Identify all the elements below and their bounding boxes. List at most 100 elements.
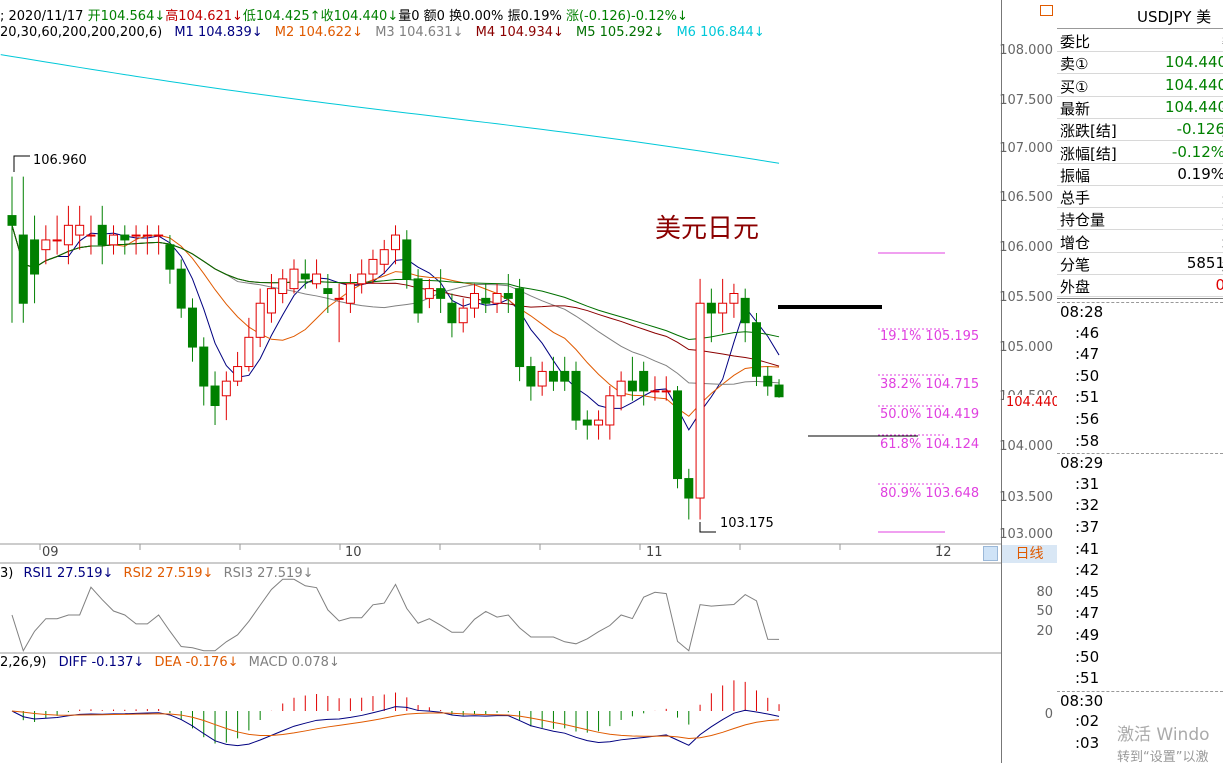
ma-m6-line [0,54,780,164]
fib-label-80: 80.9% 103.648 [880,486,980,501]
quote-right-label: 均 [1222,232,1223,253]
y-tick: 105.000 [999,340,1053,355]
candle [30,215,40,304]
quote-key: 分笔 [1060,256,1091,274]
quote-right-label: 开 [1222,98,1223,119]
tick-minute: :51 [1075,388,1100,407]
candle [548,356,558,391]
tick-minute: :02 [1075,712,1100,731]
candle-body [379,249,389,265]
candles-group [7,176,784,520]
candle-body [221,380,231,397]
fib-label-38: 38.2% 104.715 [880,377,980,392]
candle-body [75,224,85,236]
candle-body [650,390,660,393]
moving-average-lines [0,54,780,431]
rsi-level: 50 [1036,604,1053,619]
candle [210,371,220,425]
candle [233,351,243,387]
y-tick: 108.000 [999,43,1053,58]
info-change: 涨(-0.126)-0.12%↓ [565,9,688,24]
tick-row: :49 [1057,626,1223,648]
candle [165,235,175,284]
tick-row: 08:29 [1057,453,1223,476]
quote-key: 卖① [1060,55,1089,74]
quote-row: 分笔 5851超 [1057,252,1223,275]
candle [63,205,73,265]
candle [142,225,152,255]
candle [413,269,423,323]
candle-body [594,419,604,426]
info-open: 开104.564↓ [87,9,166,24]
info-high: 高104.621↓ [165,9,243,24]
y-tick: 106.500 [999,190,1053,205]
candle-body [751,322,761,377]
macd-prefix: 2,26,9) [0,655,47,670]
quote-key: 增仓 [1060,233,1091,252]
candle [131,225,141,255]
candle-body [695,302,705,499]
quote-value: -0.126 [1176,120,1223,139]
rsi-level: 20 [1036,624,1053,639]
tick-minute: :49 [1075,626,1100,644]
price-chart-area[interactable]: ; 2020/11/17 开104.564↓高104.621↓低104.425↑… [0,0,1001,763]
tick-minute: :03 [1075,734,1100,752]
candle-body [481,297,491,304]
quote-value: 0 [1215,276,1223,295]
macd-dea-line [11,710,780,740]
tick-row: :46 [1057,324,1223,346]
candle [97,205,107,265]
candle [154,225,164,255]
candle [86,215,96,255]
candle [244,317,254,372]
panel-divider [1057,298,1223,299]
period-label[interactable]: 日线 [1002,545,1057,563]
high-marker [13,155,30,172]
x-label-09: 09 [42,545,59,560]
tick-row: 08:30 [1057,690,1223,714]
candle [221,371,231,421]
candle-body [616,380,626,397]
quote-right-label: 今 [1222,165,1223,186]
quote-value: 104.440 [1165,97,1223,116]
candle [740,288,750,343]
fib-label-19: 19.1% 105.195 [880,329,980,344]
candle [605,386,615,440]
candle-body [266,288,276,314]
macd-diff-line [11,706,780,747]
y-tick: 106.000 [999,240,1053,255]
rsi-3: RSI3 27.519↓ [223,566,314,581]
candle-body [436,288,446,299]
candle-body [109,234,119,246]
tick-row: :51 [1057,669,1223,691]
x-label-10: 10 [345,545,362,560]
ma-params: 20,30,60,200,200,200,6) [0,25,163,40]
candlestick-chart[interactable] [0,0,1001,763]
candle [458,298,468,333]
quote-row: 总手 最 [1057,185,1223,209]
tick-minute: :31 [1075,474,1100,493]
candle-body [763,375,773,387]
candle-body [469,293,479,309]
candle [41,225,51,265]
tick-minute: :50 [1075,366,1100,385]
settings-box-icon[interactable] [1040,5,1053,16]
candle [312,259,322,289]
quote-key: 最新 [1060,99,1091,118]
candle-body [729,293,739,304]
macd-dea: DEA -0.176↓ [154,655,239,670]
candle-body [18,234,28,304]
candle-body [492,293,502,304]
tick-row: :32 [1057,496,1223,518]
quote-right-label: 内 [1222,276,1223,297]
tick-time: 08:29 [1060,454,1104,473]
candle [571,361,581,430]
candle [424,278,434,309]
quote-right-label: 最 [1222,209,1223,230]
quote-right-label: 最 [1222,187,1223,208]
scroll-handle[interactable] [983,546,998,561]
candle-body [300,273,310,280]
quote-row: 持仓量 最 [1057,207,1223,231]
candle [526,356,536,401]
tick-row: :58 [1057,432,1223,454]
